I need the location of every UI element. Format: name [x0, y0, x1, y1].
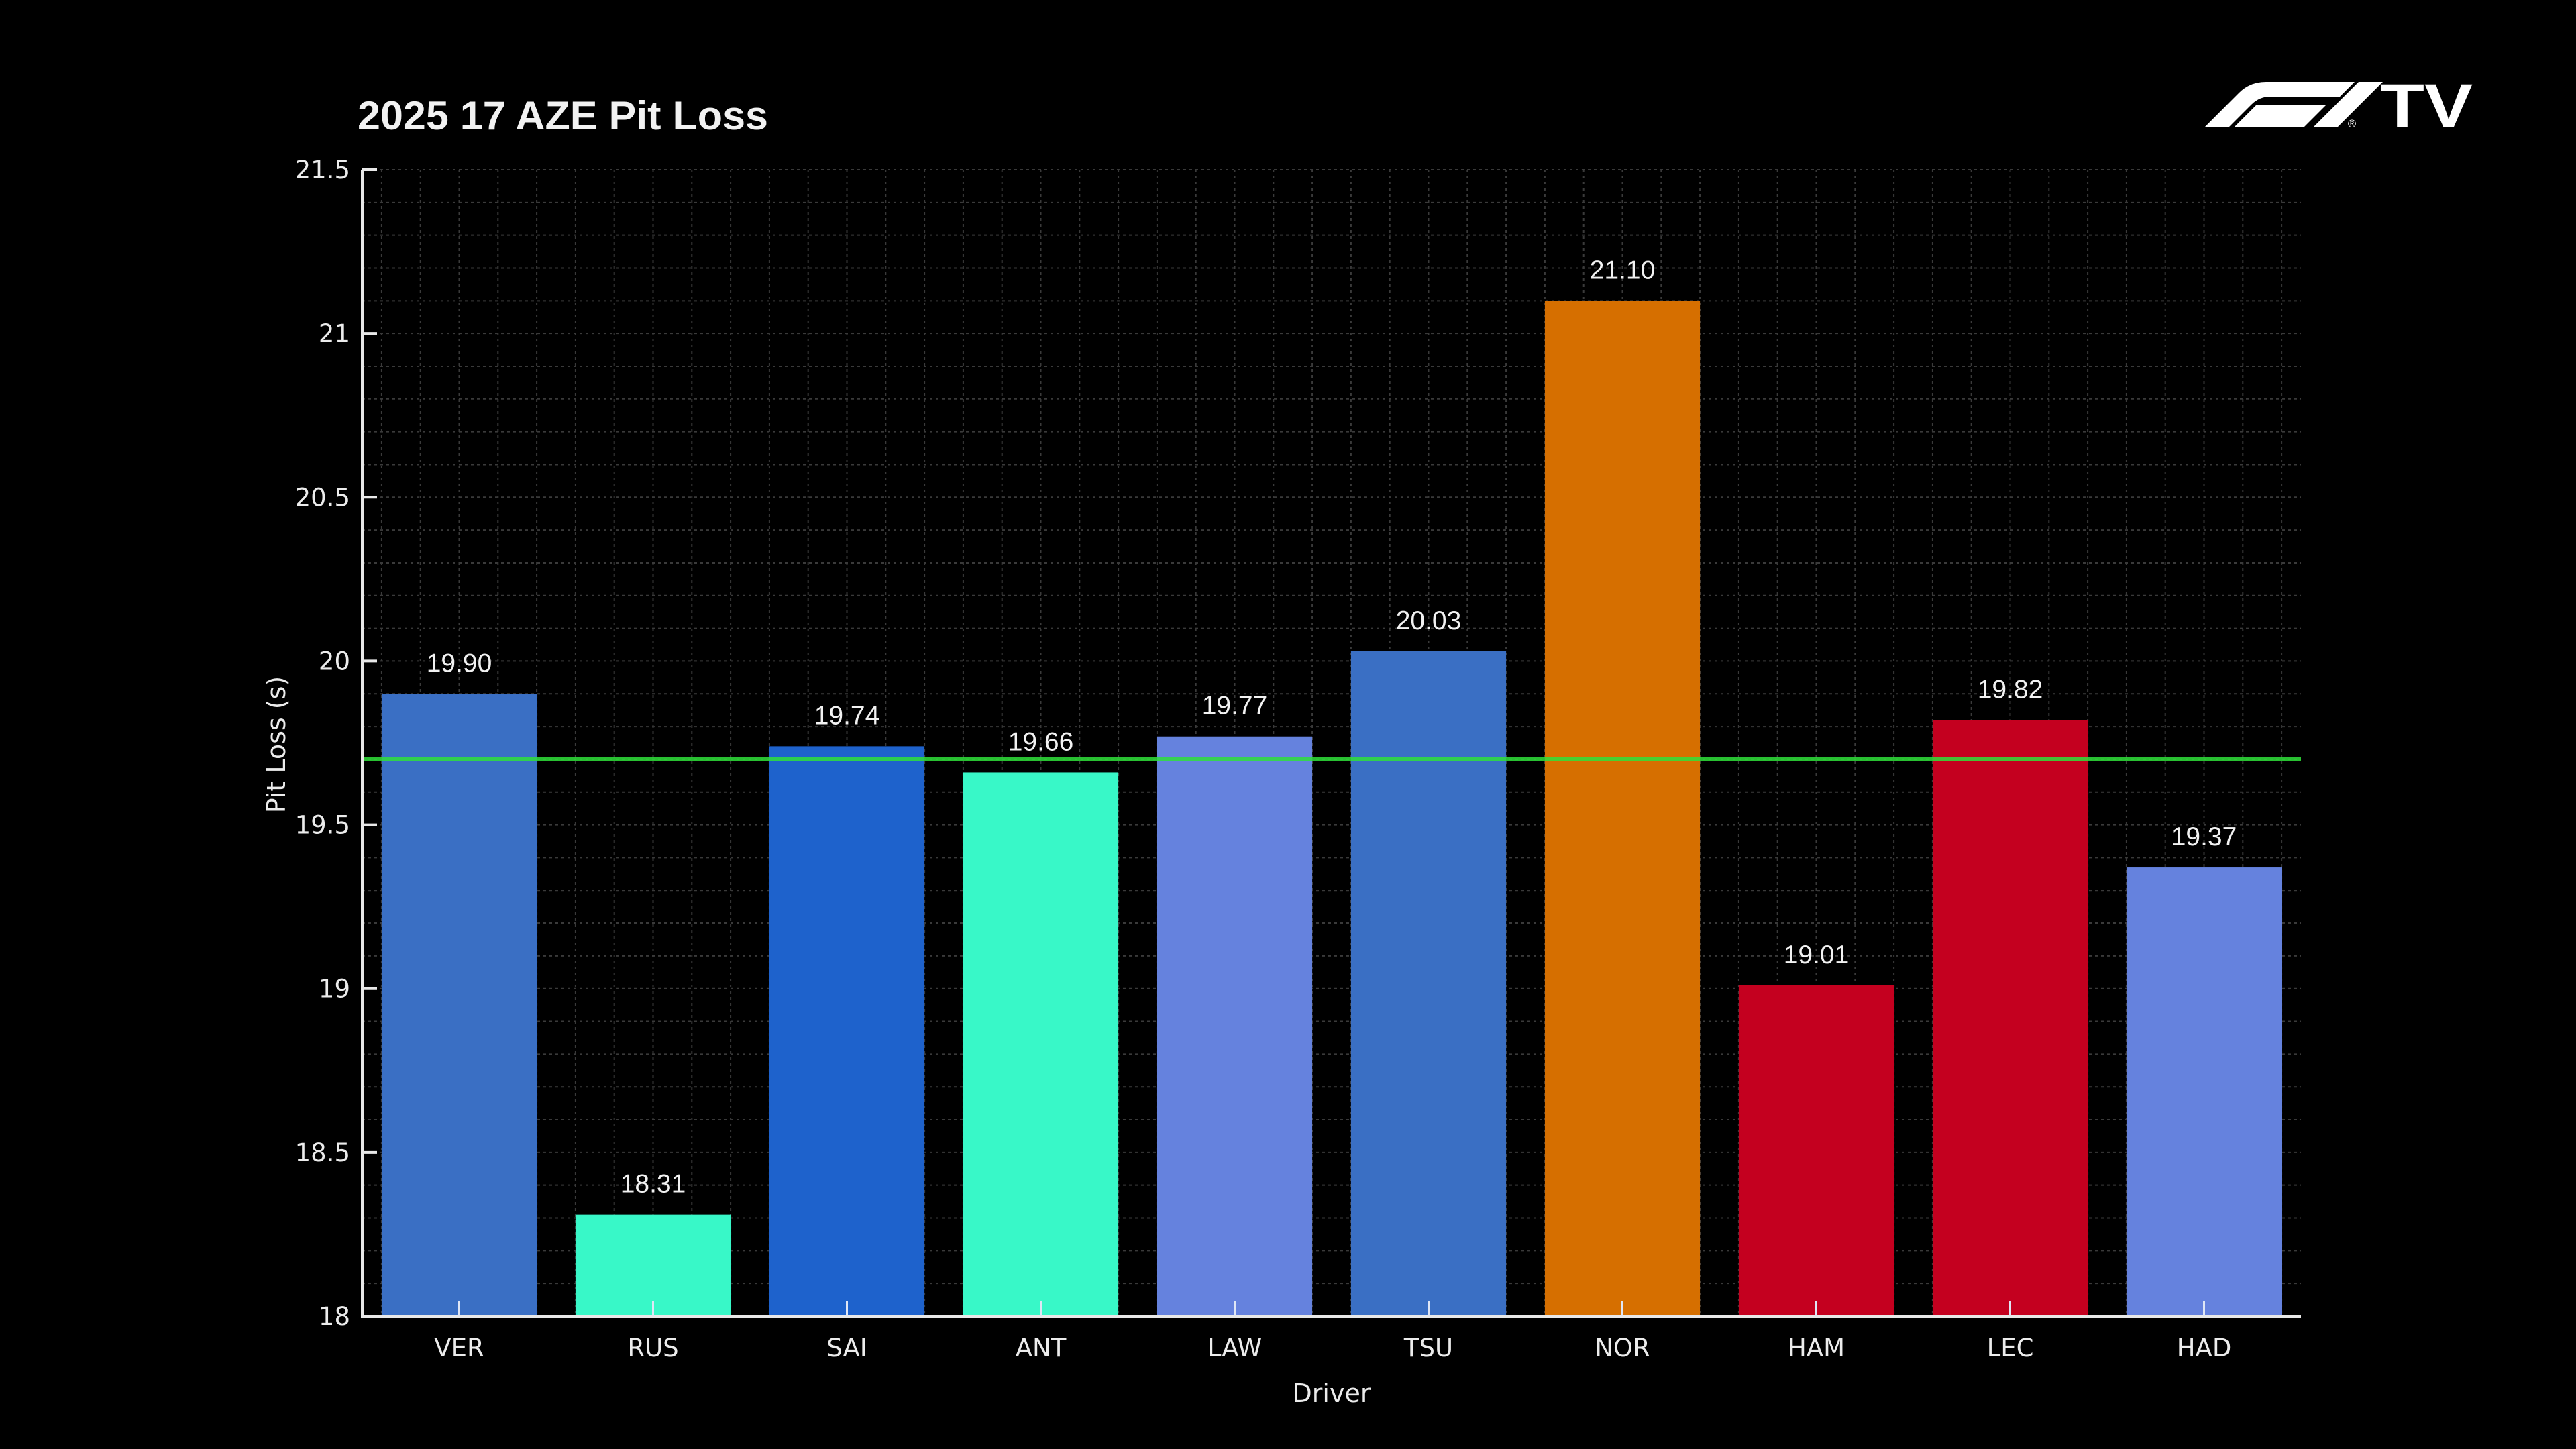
bars — [381, 301, 2282, 1316]
x-axis-label: Driver — [1293, 1379, 1371, 1408]
axes — [361, 170, 2301, 1318]
data-label-lec: 19.82 — [1978, 675, 2043, 704]
y-axis-label: Pit Loss (s) — [262, 676, 291, 814]
y-tick-label: 21.5 — [295, 156, 350, 184]
x-tick-label-rus: RUS — [627, 1334, 678, 1362]
x-ticks: VER RUS SAI ANT LAW TSU NOR HAM LEC HAD — [434, 1301, 2231, 1362]
data-labels: 19.90 18.31 19.74 19.66 19.77 20.03 21.10 19.01… — [427, 256, 2237, 1198]
y-tick-label: 20 — [319, 647, 350, 676]
f1-tv-logo: ® TV — [2204, 72, 2473, 140]
data-label-ham: 19.01 — [1784, 941, 1849, 969]
data-label-ant: 19.66 — [1008, 727, 1074, 756]
x-tick-label-lec: LEC — [1987, 1334, 2034, 1362]
bar-sai — [769, 746, 925, 1316]
data-label-law: 19.77 — [1202, 692, 1268, 720]
y-tick-label: 19 — [319, 975, 350, 1004]
bar-ham — [1738, 985, 1894, 1316]
bar-rus — [575, 1214, 731, 1316]
bar-nor — [1544, 301, 1701, 1316]
bar-ver — [381, 694, 537, 1316]
y-tick-label: 21 — [319, 319, 350, 348]
x-tick-label-ham: HAM — [1788, 1334, 1845, 1362]
x-tick-label-ant: ANT — [1016, 1334, 1067, 1362]
chart-title: 2025 17 AZE Pit Loss — [358, 93, 768, 138]
data-label-ver: 19.90 — [427, 649, 492, 678]
bar-had — [2126, 867, 2282, 1316]
data-label-nor: 21.10 — [1590, 256, 1656, 284]
y-tick-label: 18.5 — [295, 1138, 350, 1167]
y-tick-label: 20.5 — [295, 483, 350, 512]
y-ticks: 18 18.5 19 19.5 20 20.5 21 21.5 — [295, 156, 377, 1331]
y-tick-label: 18 — [319, 1302, 350, 1331]
data-label-sai: 19.74 — [814, 701, 880, 730]
bar-law — [1157, 736, 1313, 1316]
y-tick-label: 19.5 — [295, 811, 350, 840]
x-tick-label-ver: VER — [434, 1334, 484, 1362]
x-tick-label-tsu: TSU — [1403, 1334, 1453, 1362]
bar-ant — [963, 772, 1119, 1316]
data-label-had: 19.37 — [2171, 822, 2237, 851]
x-tick-label-sai: SAI — [826, 1334, 867, 1362]
x-tick-label-law: LAW — [1208, 1334, 1262, 1362]
f1-logo-icon — [2204, 82, 2383, 127]
x-tick-label-nor: NOR — [1595, 1334, 1650, 1362]
x-tick-label-had: HAD — [2177, 1334, 2232, 1362]
registered-mark: ® — [2347, 117, 2357, 130]
data-label-rus: 18.31 — [621, 1170, 686, 1199]
data-label-tsu: 20.03 — [1396, 606, 1462, 635]
bar-lec — [1932, 720, 2088, 1316]
logo-tv-text: TV — [2380, 72, 2473, 140]
bar-tsu — [1350, 651, 1507, 1316]
